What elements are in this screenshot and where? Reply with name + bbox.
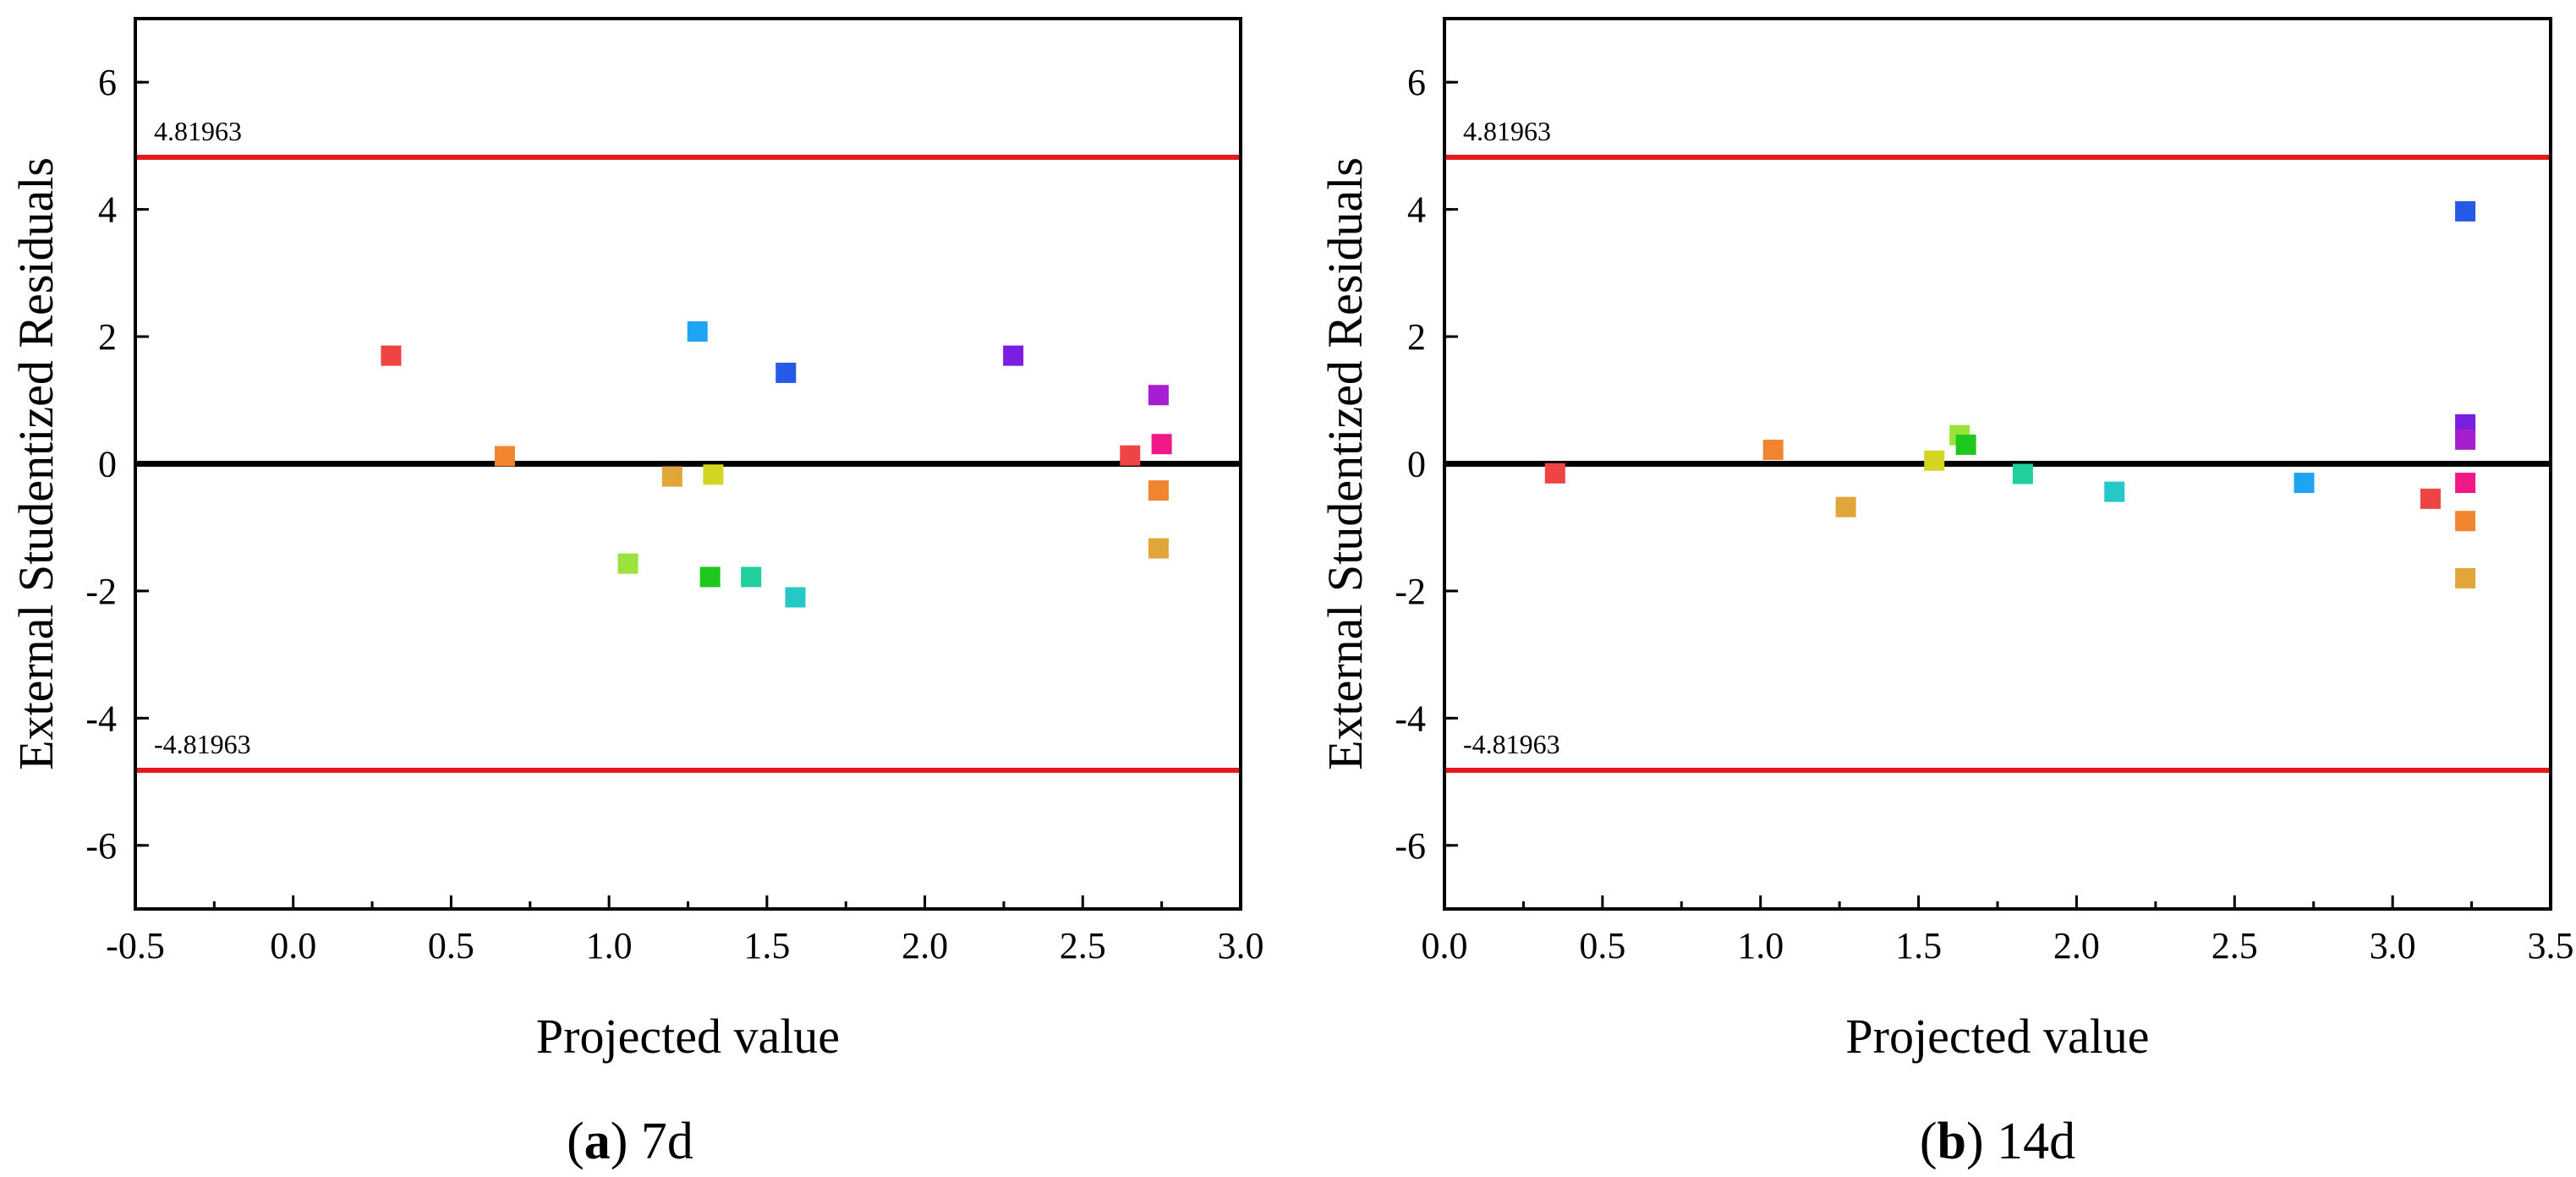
x-tick-label: 0.0	[1422, 925, 1468, 966]
data-point	[1148, 385, 1169, 406]
data-point	[2104, 481, 2125, 502]
data-point	[381, 345, 402, 366]
y-tick-label: 0	[1407, 444, 1426, 485]
y-tick-label: 6	[98, 62, 117, 103]
data-point	[703, 464, 724, 485]
caption-letter: a	[584, 1113, 611, 1170]
y-tick-label: 2	[98, 316, 117, 358]
panel-caption: (a) 7d	[567, 1113, 693, 1170]
y-tick-label: 0	[98, 444, 117, 485]
data-point	[776, 362, 797, 383]
data-point	[2420, 488, 2441, 509]
caption-suffix: ) 7d	[611, 1113, 693, 1170]
data-point	[661, 466, 682, 487]
x-tick-label: 2.5	[2212, 925, 2258, 966]
data-point	[699, 567, 721, 588]
caption-paren-open: (	[1920, 1113, 1937, 1170]
x-axis-title: Projected value	[1845, 1009, 2149, 1064]
x-tick-label: 2.0	[2053, 925, 2100, 966]
data-point	[2294, 473, 2315, 494]
y-tick-label: -2	[1395, 571, 1426, 612]
data-point	[741, 567, 762, 588]
x-tick-label: 3.5	[2528, 925, 2574, 966]
chart-panel-a: 4.81963 -4.81963 -0.5 0.0 0.5 1.0 1.5 2.0 2.5 3.0…	[8, 17, 1264, 1170]
x-axis-title: Projected value	[536, 1009, 840, 1064]
data-point	[2455, 473, 2476, 494]
data-point	[1924, 450, 1945, 471]
y-tick-label: -4	[85, 698, 117, 739]
caption-letter: b	[1937, 1113, 1966, 1170]
data-point	[1835, 496, 1856, 517]
x-tick-label: 3.0	[1218, 925, 1264, 966]
caption-paren-open: (	[567, 1113, 584, 1170]
x-tick-label: 0.5	[1579, 925, 1625, 966]
x-tick-label: 1.0	[586, 925, 633, 966]
data-point	[1544, 463, 1565, 484]
data-point	[2455, 429, 2476, 450]
data-point	[1120, 445, 1141, 466]
data-point	[1151, 434, 1172, 455]
y-tick-label: 4	[98, 189, 117, 231]
y-tick-label: -4	[1395, 698, 1426, 739]
data-point	[494, 446, 515, 467]
data-point	[1148, 480, 1169, 501]
data-point	[785, 587, 806, 608]
x-tick-label: 3.0	[2370, 925, 2416, 966]
chart-panel-b: 4.81963 -4.81963 0.0 0.5 1.0 1.5 2.0 2.5 3.0 3.5 -…	[1318, 17, 2574, 1170]
x-tick-label: 1.0	[1737, 925, 1784, 966]
x-tick-label: 2.5	[1060, 925, 1106, 966]
y-tick-label: -6	[1395, 825, 1426, 867]
x-tick-label: 2.0	[902, 925, 948, 966]
data-point	[1955, 434, 1976, 455]
data-point	[2455, 511, 2476, 532]
data-point	[1003, 345, 1024, 366]
limit-label: -4.81963	[154, 729, 251, 759]
x-tick-label: -0.5	[106, 925, 165, 966]
y-tick-label: -6	[85, 825, 117, 867]
x-tick-label: 1.5	[743, 925, 790, 966]
y-tick-label: 2	[1407, 316, 1426, 358]
panel-caption: (b) 14d	[1920, 1113, 2075, 1170]
data-point	[2455, 567, 2476, 588]
x-tick-label: 0.5	[428, 925, 474, 966]
y-tick-label: 4	[1407, 189, 1426, 231]
limit-label: 4.81963	[1463, 116, 1551, 146]
x-tick-label: 0.0	[270, 925, 316, 966]
x-tick-label: 1.5	[1895, 925, 1942, 966]
y-tick-label: -2	[85, 571, 117, 612]
data-point	[687, 321, 708, 342]
y-axis-title: External Studentized Residuals	[8, 157, 63, 770]
y-axis-title: External Studentized Residuals	[1318, 157, 1373, 770]
y-tick-label: 6	[1407, 62, 1426, 103]
data-point	[617, 553, 639, 574]
data-point	[2455, 200, 2476, 222]
limit-label: -4.81963	[1463, 729, 1560, 759]
limit-label: 4.81963	[154, 116, 242, 146]
caption-suffix: ) 14d	[1966, 1113, 2075, 1170]
data-point	[2012, 463, 2033, 484]
data-point	[1762, 439, 1784, 460]
data-point	[1148, 538, 1169, 559]
